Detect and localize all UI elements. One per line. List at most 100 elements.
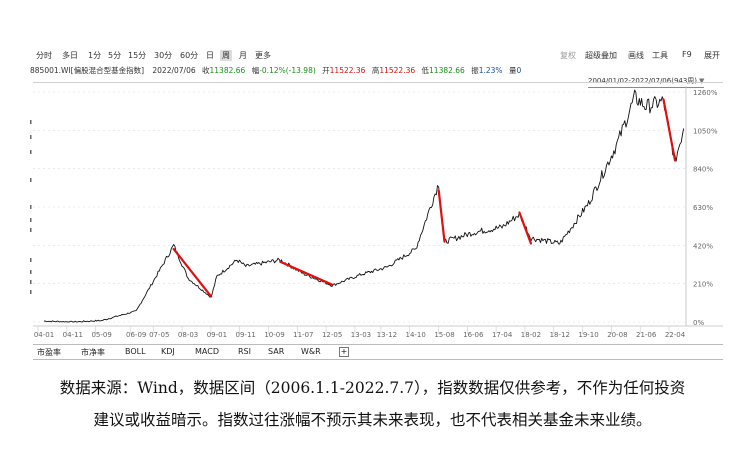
dropdown-triangle-icon: ▼ [699,77,705,85]
amplitude-value: 1.23% [478,66,503,75]
x-tick-label: 12-05 [322,331,342,339]
x-tick-label: 08-03 [178,331,198,339]
x-tick-label: 10-09 [264,331,284,339]
timeframe-fenshi[interactable]: 分时 [36,51,52,60]
chart-axes: 1260% 1050% 840% 630% 420% 210% 0% 04-01 04-11 05… [33,86,723,339]
caption-line-1: 数据来源：Wind，数据区间（2006.1.1-2022.7.7），指数数据仅供… [59,379,686,397]
margin-mark [30,270,32,274]
margin-mark [30,228,32,232]
y-tick-label: 1050% [693,127,718,135]
x-tick-label: 13-12 [377,331,397,339]
margin-mark [30,280,32,284]
timeframe-5min[interactable]: 5分 [108,51,122,60]
y-tick-label: 840% [693,166,713,174]
high-label: 高 [371,66,380,75]
quote-info-bar: 885001.WI[偏股混合型基金指数] 2022/07/06 收11382.6… [30,65,521,76]
index-line-chart: 1260% 1050% 840% 630% 420% 210% 0% 04-01 04-11 05… [30,86,723,339]
open-value: 11522.36 [329,66,366,75]
close-value: 11382.66 [209,66,246,75]
drawdown-line-5 [662,98,677,162]
x-tick-label: 21-06 [636,331,657,339]
y-tick-label: 0% [693,319,704,327]
f9-button[interactable]: F9 [682,50,692,59]
tab-kdj[interactable]: KDJ [161,347,175,356]
timeframe-30min[interactable]: 30分 [154,51,173,60]
caption-line-2: 建议或收益暗示。指数过往涨幅不预示其未来表现，也不代表相关基金未来业绩。 [93,411,652,429]
x-tick-label: 05-09 [91,331,111,339]
x-tick-label: 09-11 [236,331,256,339]
x-tick-label: 04-11 [63,331,83,339]
x-tick-label: 06-09 [126,331,146,339]
y-tick-label: 630% [693,204,713,212]
margin-mark [30,258,32,262]
x-tick-label: 07-05 [149,331,169,339]
x-tick-label: 18-02 [521,331,541,339]
chart-series [43,89,685,323]
volume-label: 量 [508,66,517,75]
tab-boll[interactable]: BOLL [125,347,146,356]
timeframe-day[interactable]: 日 [206,51,214,60]
tools-button[interactable]: 工具 [652,51,668,60]
margin-mark [30,205,32,209]
low-value: 11382.66 [429,66,465,75]
indicator-tab-bar: 市盈率 市净率 BOLL KDJ MACD RSI SAR W&R + [33,344,723,360]
x-tick-label: 22-04 [665,331,686,339]
low-label: 低 [421,66,430,75]
timeframe-1min[interactable]: 1分 [88,51,102,60]
drawdown-line-2 [279,260,334,286]
quote-date: 2022/07/06 [152,66,196,75]
x-tick-label: 15-08 [434,331,454,339]
tab-sar[interactable]: SAR [268,347,285,356]
margin-mark [30,150,32,154]
y-tick-label: 210% [693,281,713,289]
tab-rsi[interactable]: RSI [238,347,251,356]
margin-mark [30,135,32,139]
drawdown-lines [172,98,677,298]
index-series-line [43,89,685,323]
tab-pb[interactable]: 市净率 [81,348,105,357]
timeframe-month[interactable]: 月 [239,51,247,60]
draw-line-button[interactable]: 画线 [628,51,644,60]
timeframe-more[interactable]: 更多 [255,51,271,60]
tab-pe[interactable]: 市盈率 [37,348,61,357]
timeframe-60min[interactable]: 60分 [180,51,199,60]
margin-mark [30,218,32,222]
margin-mark [30,120,32,124]
amplitude-label: 振 [471,66,479,75]
date-range-text: 2004/01/02-2022/07/06(943周) [588,77,698,85]
close-label: 收 [202,66,210,75]
left-margin-marks [30,120,32,294]
x-tick-label: 09-01 [207,331,227,339]
expand-button[interactable]: 展开 [704,51,720,60]
margin-mark [30,290,32,294]
x-tick-label: 11-07 [293,331,313,339]
x-tick-label: 18-12 [550,331,570,339]
drawdown-line-1 [172,247,213,298]
chart-toolbar: 分时 多日 1分 5分 15分 30分 60分 日 周 月 更多 复权 超级叠加… [30,50,724,64]
x-tick-label: 13-03 [351,331,371,339]
date-range-selector[interactable]: 2004/01/02-2022/07/06(943周) ▼ [588,76,705,88]
restore-rights-button[interactable]: 复权 [560,51,576,60]
x-tick-label: 20-08 [607,331,627,339]
timeframe-week[interactable]: 周 [220,50,232,61]
index-code-name: 885001.WI[偏股混合型基金指数] [30,66,144,75]
tab-wr[interactable]: W&R [301,347,321,356]
chart-grid [33,91,686,323]
change-label: 幅 [251,66,260,75]
tab-macd[interactable]: MACD [195,347,219,356]
timeframe-multiday[interactable]: 多日 [62,51,78,60]
y-tick-label: 420% [693,242,713,250]
x-tick-label: 14-10 [406,331,426,339]
x-tick-label: 04-01 [34,331,54,339]
drawdown-line-3 [437,189,446,243]
change-value: -0.12%(-13.98) [259,66,316,75]
y-tick-label: 1260% [693,89,718,97]
timeframe-15min[interactable]: 15分 [128,51,147,60]
drawdown-line-4 [518,211,533,245]
add-indicator-icon[interactable]: + [339,347,349,357]
margin-mark [30,178,32,182]
volume-value: 0 [516,66,522,75]
super-overlay-button[interactable]: 超级叠加 [585,51,617,60]
x-tick-label: 17-04 [492,331,513,339]
x-tick-label: 19-10 [578,331,598,339]
